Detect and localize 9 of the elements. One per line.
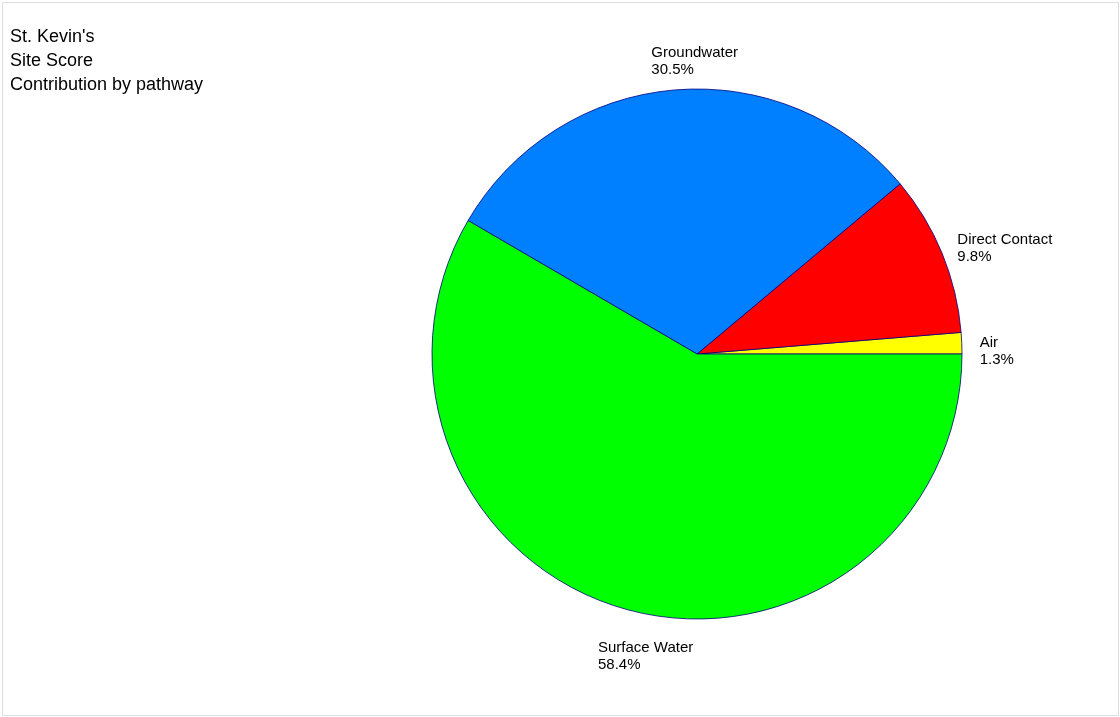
data-label: 1.3%: [979, 349, 1014, 367]
data-label: 58.4%: [597, 654, 641, 672]
text: St. Kevin's Site Score Contribution by pathway: [10, 26, 204, 94]
slice-label: Air: [979, 332, 999, 350]
data-label: 9.8%: [957, 246, 992, 264]
slice-label: Surface Water: [597, 637, 694, 655]
data-label: 30.5%: [651, 60, 694, 78]
slice-label: Direct Contact: [957, 229, 1054, 247]
slice-label: Groundwater: [651, 43, 739, 61]
